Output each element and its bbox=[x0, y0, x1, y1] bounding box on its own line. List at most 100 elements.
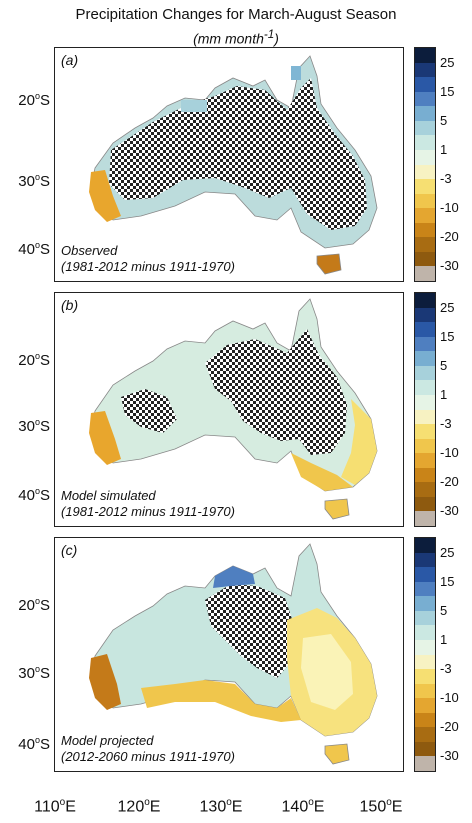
colorbar-label: -20 bbox=[440, 229, 459, 245]
colorbar-label: 25 bbox=[440, 544, 455, 560]
units-text: (mm month bbox=[193, 30, 264, 47]
colorbar-swatch bbox=[415, 222, 435, 238]
colorbar-swatch bbox=[415, 511, 435, 526]
colorbar-label: -30 bbox=[440, 748, 459, 764]
colorbar-swatch bbox=[415, 409, 435, 425]
south-dry-region bbox=[141, 680, 301, 722]
colorbar-swatch bbox=[415, 639, 435, 655]
panel-caption: Model simulated (1981-2012 minus 1911-19… bbox=[61, 488, 235, 520]
caption-line1: Model simulated bbox=[61, 488, 156, 503]
lat-label-20: 20oS bbox=[18, 351, 50, 369]
lon-label-110: 110oE bbox=[34, 797, 76, 816]
colorbar-b bbox=[414, 292, 436, 527]
colorbar-swatch bbox=[415, 756, 435, 771]
lat-label-20: 20oS bbox=[18, 596, 50, 614]
checkered-significance-region bbox=[205, 584, 295, 678]
colorbar-label: -20 bbox=[440, 474, 459, 490]
colorbar-label: 25 bbox=[440, 54, 455, 70]
colorbar-swatch bbox=[415, 135, 435, 150]
map-simulated bbox=[89, 298, 378, 520]
panel-simulated: (b) Model simulated (1981-2012 minus 191… bbox=[54, 292, 404, 527]
colorbar-swatch bbox=[415, 496, 435, 512]
lon-label-150: 150oE bbox=[359, 797, 403, 816]
colorbar-label: -3 bbox=[440, 416, 452, 432]
colorbar-label: -30 bbox=[440, 503, 459, 519]
checkered-significance-region bbox=[121, 389, 177, 433]
units-close: ) bbox=[274, 30, 279, 47]
colorbar-label: 1 bbox=[440, 141, 448, 157]
colorbar-label: 15 bbox=[440, 328, 455, 344]
units-exponent: -1 bbox=[263, 28, 275, 41]
lat-label-30: 30oS bbox=[18, 664, 50, 682]
lat-label-30: 30oS bbox=[18, 417, 50, 435]
colorbar-swatch bbox=[415, 336, 435, 352]
northern-wet-region bbox=[213, 566, 255, 588]
colorbar-label: -10 bbox=[440, 690, 459, 706]
lon-label-120: 120oE bbox=[117, 797, 161, 816]
colorbar-label: 15 bbox=[440, 83, 455, 99]
figure-title: Precipitation Changes for March-August S… bbox=[75, 6, 397, 23]
colorbar-swatch bbox=[415, 567, 435, 582]
colorbar-swatch bbox=[415, 365, 435, 381]
lat-label-20: 20oS bbox=[18, 91, 50, 109]
colorbar-swatch bbox=[415, 351, 435, 366]
wet-patch bbox=[181, 100, 207, 112]
caption-line2: (1981-2012 minus 1911-1970) bbox=[61, 504, 235, 519]
tasmania-island bbox=[316, 253, 342, 275]
colorbar-swatch bbox=[415, 654, 435, 670]
checkered-significance-region bbox=[205, 329, 347, 455]
tasmania-island bbox=[324, 498, 350, 520]
colorbar-label: 5 bbox=[440, 357, 448, 373]
panel-caption: Observed (1981-2012 minus 1911-1970) bbox=[61, 243, 235, 275]
colorbar-swatch bbox=[415, 625, 435, 640]
southwest-dry-region bbox=[89, 170, 121, 222]
colorbar-swatch bbox=[415, 467, 435, 483]
panel-caption: Model projected (2012-2060 minus 1911-19… bbox=[61, 733, 235, 765]
lat-label-40: 40oS bbox=[18, 486, 50, 504]
colorbar-label: 5 bbox=[440, 112, 448, 128]
colorbar-label: 5 bbox=[440, 602, 448, 618]
colorbar-swatch bbox=[415, 77, 435, 92]
caption-line2: (1981-2012 minus 1911-1970) bbox=[61, 259, 235, 274]
colorbar-swatch bbox=[415, 552, 435, 568]
colorbar-swatch bbox=[415, 380, 435, 395]
colorbar-swatch bbox=[415, 149, 435, 165]
colorbar-swatch bbox=[415, 712, 435, 728]
colorbar-label: -3 bbox=[440, 661, 452, 677]
checkered-significance-region bbox=[109, 78, 367, 230]
colorbar-swatch bbox=[415, 596, 435, 611]
colorbar-c bbox=[414, 537, 436, 772]
colorbar-swatch bbox=[415, 48, 435, 63]
colorbar-swatch bbox=[415, 307, 435, 323]
colorbar-swatch bbox=[415, 698, 435, 713]
southwest-dry-region bbox=[89, 411, 121, 465]
colorbar-swatch bbox=[415, 424, 435, 439]
southwest-very-dry-region bbox=[89, 654, 121, 710]
colorbar-swatch bbox=[415, 106, 435, 121]
colorbar-swatch bbox=[415, 581, 435, 597]
colorbar-swatch bbox=[415, 164, 435, 180]
map-observed bbox=[89, 55, 378, 275]
colorbar-label: -10 bbox=[440, 200, 459, 216]
colorbar-a bbox=[414, 47, 436, 282]
colorbar-label: -3 bbox=[440, 171, 452, 187]
wet-patch bbox=[291, 66, 301, 80]
panel-observed: (a) Observed (1981-2012 minus 1911-1970) bbox=[54, 47, 404, 282]
colorbar-swatch bbox=[415, 322, 435, 337]
east-coast-dry-region bbox=[341, 399, 377, 485]
colorbar-swatch bbox=[415, 251, 435, 267]
panel-projected: (c) Model projected (2012-2060 minus 191… bbox=[54, 537, 404, 772]
colorbar-swatch bbox=[415, 727, 435, 742]
lon-label-140: 140oE bbox=[281, 797, 325, 816]
east-light-dry-region bbox=[301, 634, 353, 710]
colorbar-swatch bbox=[415, 610, 435, 626]
colorbar-label: 15 bbox=[440, 573, 455, 589]
colorbar-swatch bbox=[415, 394, 435, 410]
colorbar-swatch bbox=[415, 669, 435, 684]
colorbar-swatch bbox=[415, 179, 435, 194]
figure-subtitle: (mm month-1) bbox=[0, 26, 472, 48]
colorbar-swatch bbox=[415, 741, 435, 757]
colorbar-swatch bbox=[415, 193, 435, 209]
colorbar-label: 1 bbox=[440, 631, 448, 647]
colorbar-swatch bbox=[415, 237, 435, 252]
